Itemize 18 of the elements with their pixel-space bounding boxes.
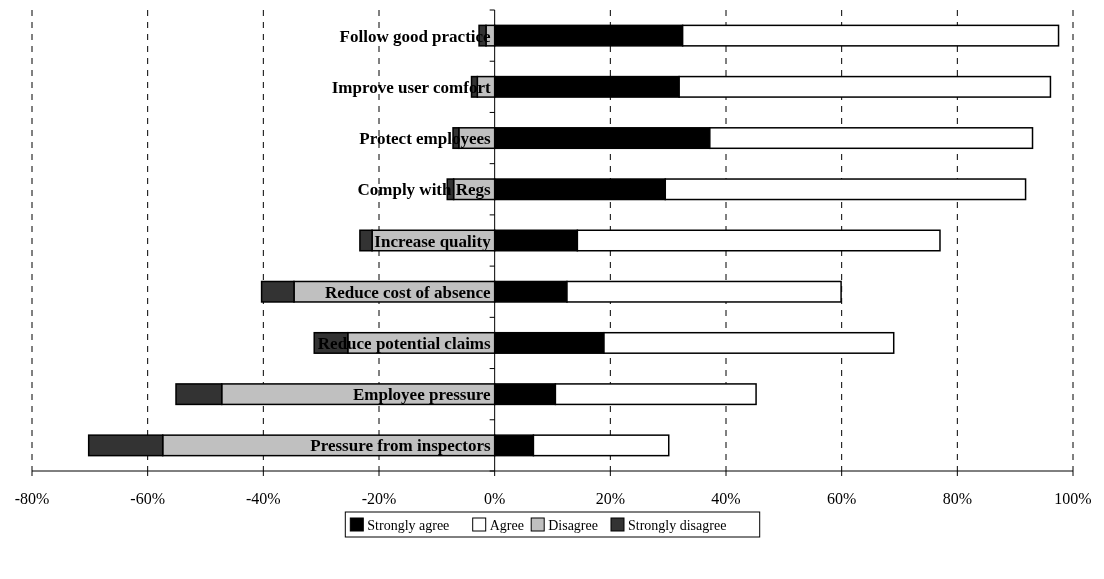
x-tick-label: -80% (14, 490, 50, 507)
y-tick-label: Reduce cost of absence (324, 282, 492, 302)
y-tick-label: Increase quality (374, 231, 492, 251)
y-tick-label: Employee pressure (352, 385, 492, 405)
legend-label: Strongly agree (367, 518, 450, 533)
y-tick-label: Pressure from inspectors (310, 436, 492, 456)
legend-label: Agree (489, 518, 524, 533)
x-tick-label: -40% (246, 490, 281, 507)
x-tick-label: 40% (711, 490, 741, 507)
x-tick-label: -20% (361, 490, 397, 507)
legend-label: Disagree (548, 518, 598, 533)
legend-label: Strongly disagree (628, 518, 727, 533)
x-tick-label: 100% (1054, 490, 1092, 507)
x-tick-label: 20% (595, 490, 625, 507)
x-tick-label: 60% (827, 490, 857, 507)
x-tick-label: -60% (130, 490, 165, 507)
x-tick-label: 80% (942, 490, 972, 507)
x-tick-label: 0% (484, 490, 506, 507)
